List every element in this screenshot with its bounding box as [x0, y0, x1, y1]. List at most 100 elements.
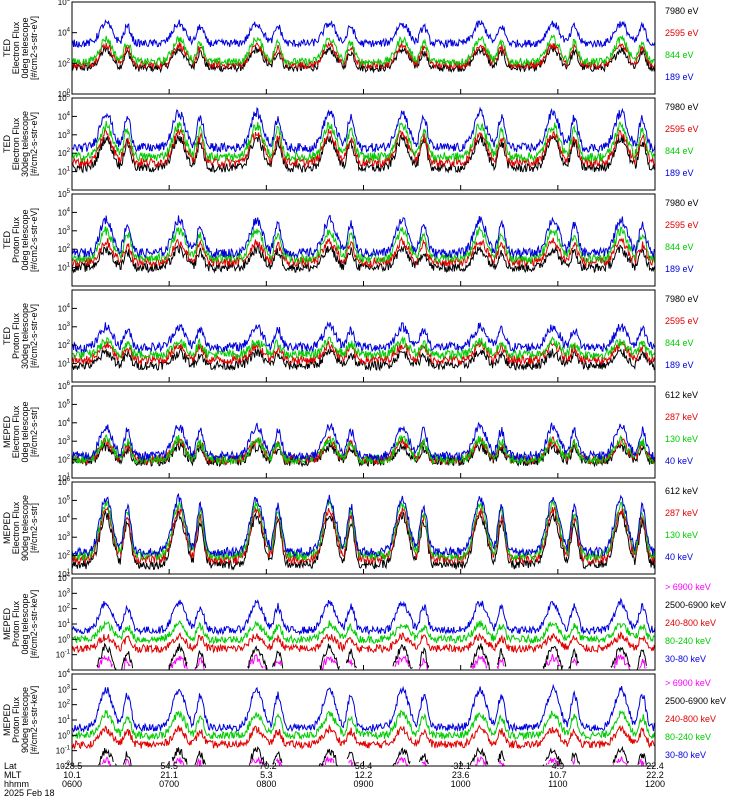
legend-entry: 612 keV: [665, 390, 698, 400]
y-tick-label: 103: [58, 532, 71, 542]
legend-entry: 2595 eV: [665, 220, 699, 230]
legend-entry: 2500-6900 keV: [665, 600, 726, 610]
y-axis-label-line: Electron Flux: [11, 501, 21, 554]
series-line-3-3: [71, 226, 656, 265]
y-axis-label-line: [#/cm2-s-str-eV]: [29, 304, 39, 368]
y-axis-label-line: [#/cm2-s-str-keV]: [29, 686, 39, 755]
panel-frame: [71, 673, 656, 767]
y-tick-label: 101: [58, 359, 71, 369]
legend-entry: 7980 eV: [665, 6, 699, 16]
legend-entry: 40 keV: [665, 456, 693, 466]
y-axis-label-line: Electron Flux: [11, 117, 21, 170]
legend-entry: 130 keV: [665, 434, 698, 444]
panel-3: 101 102 103 104 105 TED Proton Flux 0deg telesc…: [2, 189, 699, 287]
legend-entry: 2595 eV: [665, 124, 699, 134]
y-axis-label-line: 90deg telescope: [20, 687, 30, 753]
y-tick-label: 10-2: [56, 761, 71, 771]
series-line-3-2: [71, 236, 656, 269]
y-tick-label: 105: [58, 495, 71, 505]
x-row-label: MLT: [4, 770, 22, 780]
series-line-6-4: [71, 492, 656, 558]
x-tick-lat: 4.9: [552, 761, 565, 771]
legend-entry: > 6900 keV: [665, 678, 711, 688]
y-tick-label: 104: [58, 514, 71, 524]
series-line-8-3: [71, 724, 656, 750]
x-tick-hhmm: 0600: [62, 779, 82, 789]
y-tick-label: 106: [58, 381, 71, 391]
panel-5: 101 102 103 104 105 106 MEPED Electron Flux 0deg…: [2, 381, 698, 483]
y-tick-label: 106: [58, 0, 71, 7]
y-axis-label-line: MEPED: [2, 512, 12, 545]
y-tick-label: 101: [58, 619, 71, 629]
legend-entry: 844 eV: [665, 50, 694, 60]
legend-entry: 2595 eV: [665, 316, 699, 326]
y-tick-label: 103: [58, 130, 71, 140]
panel-4: 101 102 103 104 TED Proton Flux 30deg telescop…: [2, 289, 699, 383]
y-tick-label: 103: [58, 322, 71, 332]
y-tick-label: 101: [58, 167, 71, 177]
y-axis-label-line: [#/cm2-s-str]: [29, 503, 39, 553]
series-line-6-3: [71, 499, 656, 562]
panel-frame: [71, 289, 656, 383]
y-tick-label: 10-1: [56, 746, 71, 756]
series-line-4-4: [71, 321, 656, 354]
y-axis-label-line: Electron Flux: [11, 21, 21, 74]
y-tick-label: 105: [58, 399, 71, 409]
x-tick-hhmm: 0700: [159, 779, 179, 789]
y-axis-label-line: [#/cm2-s-str-keV]: [29, 590, 39, 659]
legend-entry: 189 eV: [665, 360, 694, 370]
series-line-7-1: [97, 653, 648, 671]
legend-entry: 80-240 keV: [665, 636, 711, 646]
y-axis-label-line: 0deg telescope: [20, 593, 30, 654]
x-tick-hhmm: 1200: [645, 779, 665, 789]
legend-entry: 7980 eV: [665, 102, 699, 112]
y-tick-label: 104: [58, 303, 71, 313]
y-tick-label: 101: [58, 569, 71, 579]
y-axis-label-line: 30deg telescope: [20, 111, 30, 177]
y-tick-label: 103: [58, 588, 71, 598]
x-tick-mlt: 10.1: [63, 770, 81, 780]
y-tick-label: 101: [58, 715, 71, 725]
y-axis-label-line: MEPED: [2, 608, 12, 641]
series-line-2-3: [71, 120, 656, 163]
series-line-2-4: [71, 106, 656, 154]
y-axis-label-line: Proton Flux: [11, 312, 21, 359]
series-line-8-5: [71, 683, 656, 734]
y-tick-label: 102: [58, 604, 71, 614]
y-tick-label: 102: [58, 340, 71, 350]
y-tick-label: 102: [58, 244, 71, 254]
y-tick-label: 10-1: [56, 650, 71, 660]
y-axis-label-line: Electron Flux: [11, 405, 21, 458]
legend-entry: 612 keV: [665, 486, 698, 496]
y-axis-label-line: 30deg telescope: [20, 303, 30, 369]
legend-entry: 844 eV: [665, 242, 694, 252]
y-tick-label: 103: [58, 226, 71, 236]
series-line-5-3: [71, 434, 656, 466]
series-line-3-4: [71, 214, 656, 259]
y-tick-label: 104: [58, 669, 71, 679]
y-axis-label-line: MEPED: [2, 416, 12, 449]
legend-entry: 130 keV: [665, 530, 698, 540]
legend-entry: 287 keV: [665, 508, 698, 518]
y-axis-label-line: TED: [2, 230, 12, 249]
series-line-1-3: [71, 34, 656, 68]
y-tick-label: 100: [58, 89, 71, 99]
y-axis-label-line: MEPED: [2, 704, 12, 737]
legend-entry: 30-80 keV: [665, 654, 706, 664]
y-axis-label-line: [#/cm2-s-str]: [29, 407, 39, 457]
series-line-2-1: [71, 134, 656, 174]
x-tick-hhmm: 0800: [256, 779, 276, 789]
series-line-5-4: [71, 421, 656, 463]
x-tick-lat: 54.5: [160, 761, 178, 771]
legend-entry: 189 eV: [665, 168, 694, 178]
y-tick-label: 101: [58, 263, 71, 273]
x-tick-mlt: 10.7: [549, 770, 567, 780]
panel-2: 101 102 103 104 105 TED Electron Flux 30deg tel…: [2, 93, 699, 191]
x-tick-lat: -32.1: [450, 761, 471, 771]
x-tick-mlt: 12.2: [355, 770, 373, 780]
x-tick-mlt: 22.2: [646, 770, 664, 780]
y-axis-label-line: [#/cm2-s-str-eV]: [29, 16, 39, 80]
legend-entry: > 6900 keV: [665, 582, 711, 592]
series-line-3-1: [71, 244, 656, 274]
